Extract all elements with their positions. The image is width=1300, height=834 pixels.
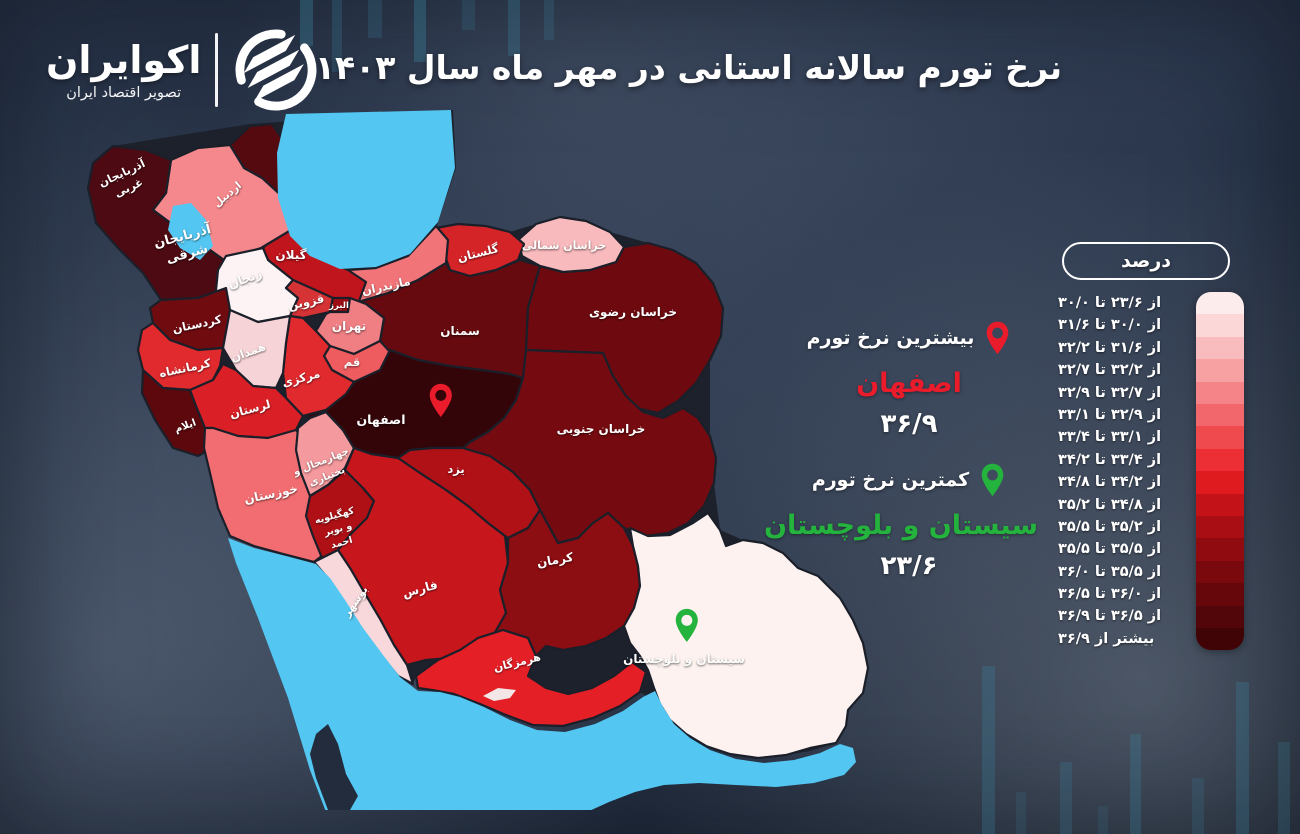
legend-range-label: از ۳۵/۲ تا ۳۵/۵ <box>1058 518 1162 535</box>
legend-range-label: از ۳۵/۵ تا ۳۶/۰ <box>1058 563 1162 580</box>
province-label: خراسان جنوبی <box>557 422 646 437</box>
ecoiran-logo-icon <box>235 29 317 111</box>
page-title: نرخ تورم سالانه استانی در مهر ماه سال ۱۴… <box>314 48 1062 87</box>
lake-urmia <box>168 203 213 260</box>
legend-range-label: از ۲۳/۶ تا ۳۰/۰ <box>1058 295 1162 311</box>
legend-range-label: از ۳۳/۴ تا ۳۴/۲ <box>1058 451 1162 468</box>
legend-swatch <box>1196 471 1244 494</box>
lowest-label: کمترین نرخ تورم <box>811 469 970 491</box>
brand-tagline: تصویر اقتصاد ایران <box>66 84 182 101</box>
legend: درصد از ۲۳/۶ تا ۳۰/۰ از ۳۰/۰ تا ۳۱/۶ از … <box>1048 242 1244 651</box>
caspian-sea <box>277 110 455 269</box>
iran-inflation-map: آذربایجان غربی آذربایجان شرقی اردبیل گیل… <box>58 98 878 810</box>
legend-range-label: از ۳۴/۸ تا ۳۵/۲ <box>1058 496 1162 513</box>
legend-swatch <box>1196 628 1244 651</box>
green-pin-icon <box>981 463 1004 497</box>
province-label: قم <box>344 355 361 369</box>
province-label: سیستان و بلوچستان <box>623 652 745 667</box>
legend-swatch <box>1196 426 1244 449</box>
province-label: سمنان <box>440 324 480 338</box>
lowest-province: سیستان و بلوچستان <box>763 510 1038 541</box>
legend-range-label: از ۳۵/۵ تا ۳۵/۵ <box>1058 541 1162 558</box>
map-pins <box>429 383 698 642</box>
province-label: اصفهان <box>357 412 406 427</box>
brand-text: اکوایران تصویر اقتصاد ایران <box>46 38 202 101</box>
gulf-peninsula-silhouette <box>310 724 358 810</box>
legend-range-label: بیشتر از ۳۶/۹ <box>1058 630 1155 647</box>
highest-province: اصفهان <box>856 368 962 399</box>
legend-swatch <box>1196 583 1244 606</box>
brand-divider <box>215 33 219 107</box>
water-bodies <box>168 110 856 810</box>
legend-range-label: از ۳۳/۱ تا ۳۳/۴ <box>1058 429 1162 446</box>
province-label: گیلان <box>275 248 306 262</box>
highest-pin-icon <box>429 383 452 417</box>
legend-range-label: از ۳۶/۰ تا ۳۶/۵ <box>1058 586 1162 603</box>
brand-name: اکوایران <box>46 38 202 83</box>
highest-label: بیشترین نرخ تورم <box>806 327 975 349</box>
legend-swatch <box>1196 493 1244 517</box>
province-shapes <box>86 122 870 760</box>
legend-range-label: از ۳۱/۶ تا ۳۲/۲ <box>1058 339 1162 356</box>
legend-range-labels: از ۲۳/۶ تا ۳۰/۰ از ۳۰/۰ تا ۳۱/۶ از ۳۱/۶ … <box>1048 292 1196 650</box>
brand-block: اکوایران تصویر اقتصاد ایران <box>46 26 320 114</box>
legend-swatch <box>1196 336 1244 360</box>
province-label: البرز <box>328 301 349 311</box>
legend-color-bar <box>1196 292 1244 651</box>
province-label: خراسان رضوی <box>589 305 677 320</box>
legend-range-label: از ۳۲/۷ تا ۳۲/۹ <box>1058 384 1162 401</box>
province-label: یزد <box>447 462 464 476</box>
legend-swatch <box>1196 359 1244 382</box>
legend-range-label: از ۳۰/۰ تا ۳۱/۶ <box>1058 317 1162 334</box>
lowest-callout-header: کمترین نرخ تورم <box>780 462 1038 498</box>
legend-swatch <box>1196 605 1244 629</box>
legend-swatch <box>1196 381 1244 405</box>
highest-value: ۳۶/۹ <box>880 409 938 439</box>
legend-swatch <box>1196 314 1244 337</box>
highest-callout-header: بیشترین نرخ تورم <box>780 320 1038 356</box>
province-label: تهران <box>332 319 366 333</box>
province-sistan-baluchestan <box>622 511 870 760</box>
map-svg: آذربایجان غربی آذربایجان شرقی اردبیل گیل… <box>86 110 870 810</box>
lowest-pin-icon <box>675 608 698 642</box>
lowest-value: ۲۳/۶ <box>880 551 938 581</box>
legend-range-label: از ۳۴/۲ تا ۳۴/۸ <box>1058 474 1162 491</box>
red-pin-icon <box>987 321 1009 355</box>
decor-chart-bars-bottom <box>980 634 1300 834</box>
legend-range-label: از ۳۶/۵ تا ۳۶/۹ <box>1058 608 1162 625</box>
province-razavi-khorasan <box>524 241 725 415</box>
legend-swatch <box>1196 516 1244 539</box>
legend-swatch <box>1196 560 1244 584</box>
lowest-inflation-callout: کمترین نرخ تورم سیستان و بلوچستان ۲۳/۶ <box>763 462 1038 581</box>
province-hormozgan <box>414 628 648 728</box>
province-north-khorasan <box>516 215 626 274</box>
legend-swatch <box>1196 538 1244 561</box>
legend-body: از ۲۳/۶ تا ۳۰/۰ از ۳۰/۰ تا ۳۱/۶ از ۳۱/۶ … <box>1048 292 1244 651</box>
legend-swatch <box>1196 292 1244 315</box>
qeshm-island <box>483 688 516 701</box>
highest-inflation-callout: بیشترین نرخ تورم اصفهان ۳۶/۹ <box>780 320 1038 439</box>
legend-range-label: از ۳۲/۲ تا ۳۲/۷ <box>1058 362 1162 379</box>
province-label: خراسان شمالی <box>522 239 606 252</box>
decor-chart-bars-top <box>290 0 580 80</box>
legend-swatch <box>1196 404 1244 427</box>
province-label: کرمان <box>536 550 575 570</box>
province-label: احمد <box>330 535 354 551</box>
persian-gulf <box>228 538 856 810</box>
legend-range-label: از ۳۲/۹ تا ۳۳/۱ <box>1058 406 1162 423</box>
legend-title-pill: درصد <box>1062 242 1230 280</box>
legend-swatch <box>1196 448 1244 472</box>
